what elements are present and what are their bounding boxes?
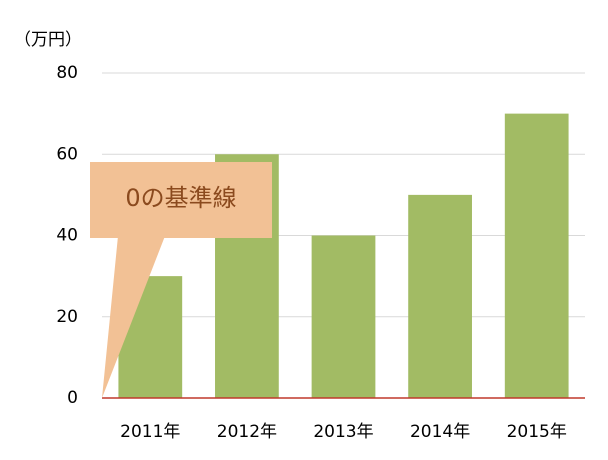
bar — [504, 113, 569, 398]
y-tick-label: 40 — [56, 226, 78, 246]
x-tick-label: 2011年 — [120, 422, 180, 442]
callout-pointer — [102, 236, 165, 398]
x-tick-label: 2015年 — [507, 422, 567, 442]
callout-box — [90, 162, 272, 238]
x-tick-label: 2013年 — [313, 422, 373, 442]
y-tick-label: 0 — [67, 388, 78, 408]
y-unit-label: （万円） — [14, 30, 82, 50]
x-tick-label: 2012年 — [217, 422, 277, 442]
y-tick-label: 60 — [56, 144, 78, 164]
callout-text: 0の基準線 — [125, 184, 236, 212]
y-tick-label: 80 — [56, 63, 78, 83]
bar — [408, 194, 472, 398]
bar — [311, 235, 376, 398]
x-tick-label: 2014年 — [410, 422, 470, 442]
y-tick-label: 20 — [56, 307, 78, 327]
